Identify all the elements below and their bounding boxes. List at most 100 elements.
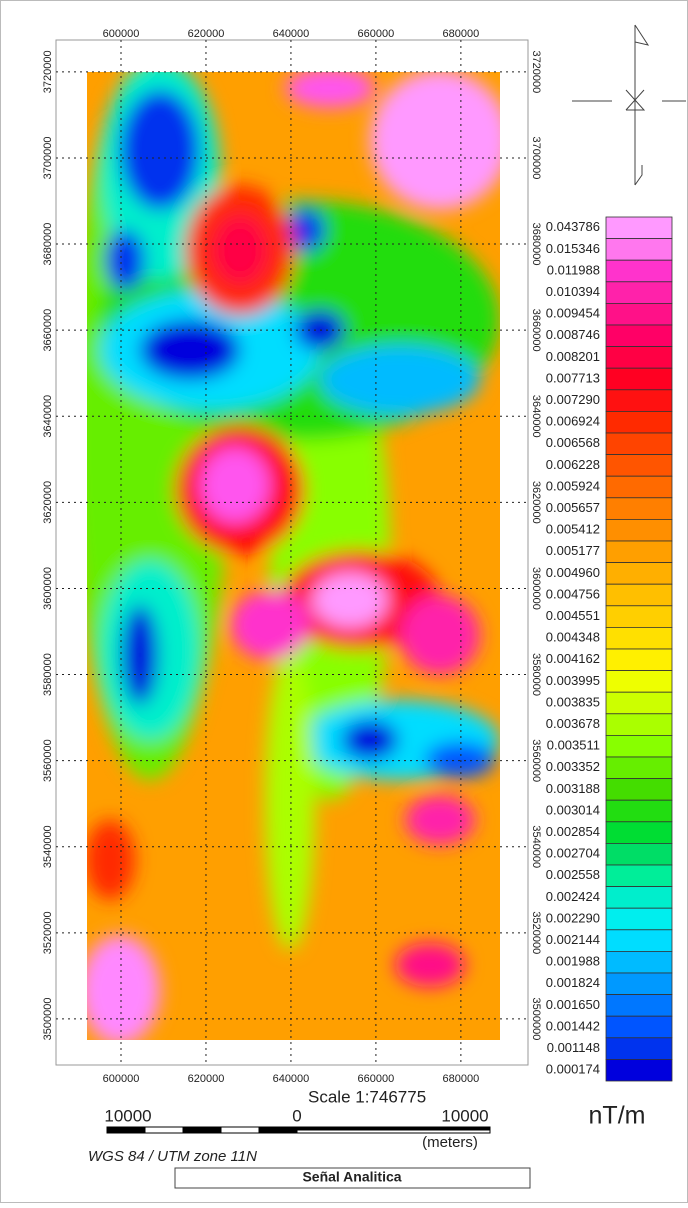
legend-swatch — [605, 1059, 673, 1082]
legend-label: 0.005924 — [546, 478, 600, 493]
y-tick-label: 3580000 — [530, 653, 542, 696]
legend-swatch — [605, 259, 673, 283]
legend-swatch — [605, 972, 673, 996]
y-tick-label: 3720000 — [530, 50, 542, 93]
legend-swatch — [605, 994, 673, 1017]
x-tick-label: 660000 — [358, 1073, 395, 1085]
y-tick-label: 3520000 — [42, 911, 54, 954]
legend-label: 0.002704 — [546, 846, 600, 861]
legend-swatch — [605, 1037, 673, 1060]
legend-swatch — [605, 605, 673, 628]
legend-swatch — [605, 410, 673, 434]
y-tick-label: 3700000 — [530, 137, 542, 180]
legend-label: 0.008201 — [546, 349, 600, 364]
legend-swatch — [605, 756, 673, 780]
y-tick-label: 3540000 — [42, 825, 54, 868]
y-tick-label: 3620000 — [42, 481, 54, 524]
legend-swatch — [605, 648, 673, 672]
legend-label: 0.004756 — [546, 586, 600, 601]
legend-label: 0.009454 — [546, 306, 600, 321]
legend-swatch — [605, 281, 673, 304]
legend-label: 0.003188 — [546, 781, 600, 796]
legend-label: 0.006924 — [546, 414, 600, 429]
y-tick-label: 3620000 — [530, 481, 542, 524]
legend-label: 0.002290 — [546, 910, 600, 925]
scale-label: 0 — [292, 1106, 301, 1125]
scale-units: (meters) — [422, 1134, 478, 1151]
legend-swatch — [605, 821, 673, 844]
legend-label: 0.000174 — [546, 1062, 600, 1077]
x-tick-label: 620000 — [188, 28, 225, 40]
legend-swatch — [605, 497, 673, 520]
legend-label: 0.007713 — [546, 370, 600, 385]
legend-label: 0.015346 — [546, 241, 600, 256]
legend-label: 0.003835 — [546, 694, 600, 709]
legend-label: 0.005412 — [546, 522, 600, 537]
legend-label: 0.007290 — [546, 392, 600, 407]
x-tick-label: 640000 — [273, 28, 310, 40]
y-tick-label: 3680000 — [42, 223, 54, 266]
projection: WGS 84 / UTM zone 11N — [88, 1148, 257, 1165]
legend-swatch — [605, 519, 673, 542]
legend-swatch — [605, 562, 673, 585]
legend-label: 0.001824 — [546, 975, 600, 990]
legend-swatch — [605, 843, 673, 866]
legend-swatch — [605, 324, 673, 348]
y-tick-label: 3520000 — [530, 911, 542, 954]
legend-swatch — [605, 886, 673, 909]
y-tick-label: 3640000 — [530, 395, 542, 438]
legend-label: 0.003014 — [546, 802, 600, 817]
x-tick-label: 620000 — [188, 1073, 225, 1085]
legend-label: 0.011988 — [547, 262, 600, 277]
legend-label: 0.004551 — [546, 608, 600, 623]
y-tick-label: 3500000 — [42, 998, 54, 1041]
legend-swatch — [605, 367, 673, 391]
legend-label: 0.001148 — [547, 1040, 600, 1055]
legend-label: 0.003352 — [546, 759, 600, 774]
legend-label: 0.043786 — [546, 219, 600, 234]
legend-label: 0.008746 — [546, 327, 600, 342]
legend-swatch — [605, 670, 673, 693]
legend-label: 0.002854 — [546, 824, 600, 839]
x-tick-label: 640000 — [273, 1073, 310, 1085]
legend-swatch — [605, 540, 673, 564]
x-tick-label: 600000 — [103, 28, 140, 40]
legend-label: 0.005177 — [546, 543, 600, 558]
legend-swatch — [605, 951, 673, 974]
y-tick-label: 3600000 — [42, 567, 54, 610]
legend-swatch — [605, 389, 673, 412]
y-tick-label: 3500000 — [530, 998, 542, 1041]
y-tick-label: 3560000 — [42, 739, 54, 782]
legend-swatch — [605, 735, 673, 758]
x-tick-label: 600000 — [103, 1073, 140, 1085]
legend-swatch — [605, 475, 673, 499]
legend-swatch — [605, 432, 673, 456]
y-tick-label: 3700000 — [42, 137, 54, 180]
legend-label: 0.003511 — [547, 738, 600, 753]
x-tick-label: 660000 — [358, 28, 395, 40]
scale-label: 10000 — [104, 1106, 151, 1125]
scale-label: 10000 — [441, 1106, 488, 1125]
scale-text: Scale 1:746775 — [308, 1087, 426, 1106]
legend-label: 0.003678 — [546, 716, 600, 731]
legend-swatch — [605, 929, 673, 952]
y-tick-label: 3580000 — [42, 653, 54, 696]
title: Señal Analitica — [302, 1169, 401, 1185]
x-tick-label: 680000 — [443, 1073, 480, 1085]
scale-bar — [106, 1126, 491, 1134]
heatmap — [87, 72, 500, 1040]
legend-unit: nT/m — [589, 1102, 646, 1130]
x-tick-label: 680000 — [443, 28, 480, 40]
legend-swatch — [605, 864, 673, 888]
legend-label: 0.001650 — [546, 997, 600, 1012]
legend-swatch — [605, 302, 673, 326]
legend-label: 0.003995 — [546, 673, 600, 688]
legend-swatch — [605, 691, 673, 715]
legend-swatch — [605, 713, 673, 736]
legend-label: 0.004960 — [546, 565, 600, 580]
y-tick-label: 3540000 — [530, 825, 542, 868]
legend-label: 0.004348 — [546, 630, 600, 645]
legend-swatch — [605, 216, 673, 240]
legend-swatch — [605, 627, 673, 650]
legend-label: 0.002558 — [546, 867, 600, 882]
